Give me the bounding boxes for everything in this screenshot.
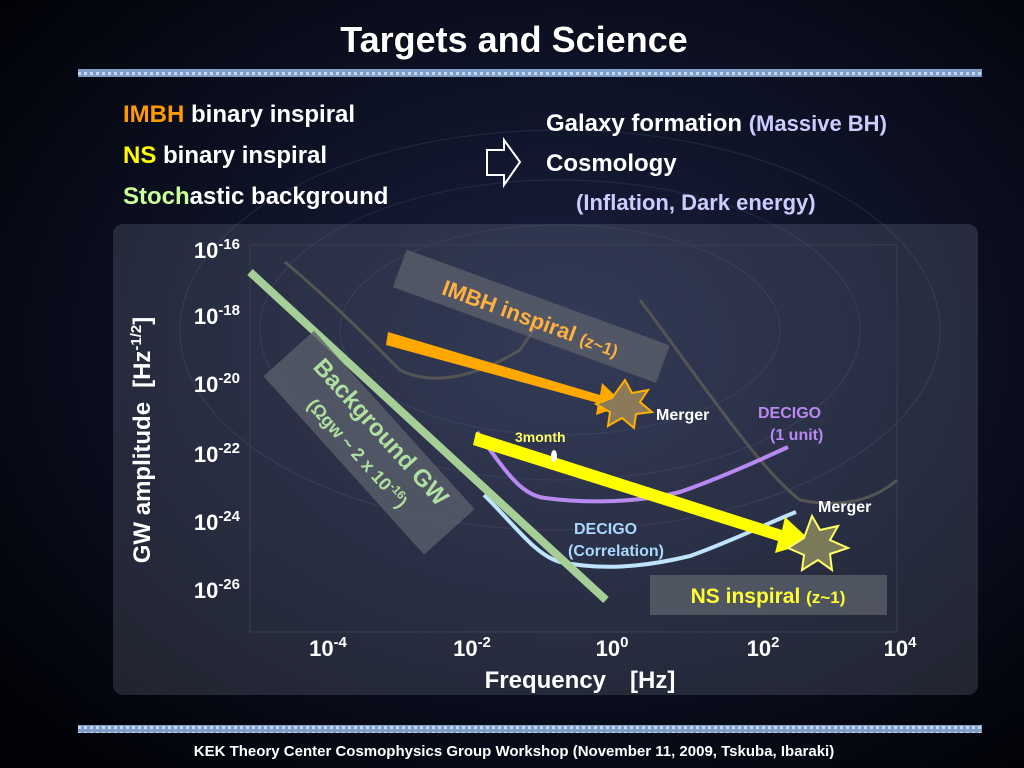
slide-title: Targets and Science: [340, 19, 687, 60]
ns-label: NS inspiral (z~1): [691, 585, 846, 608]
item-text: Galaxy formation: [546, 110, 742, 137]
month-marker: [551, 450, 557, 462]
tick-exponent: -22: [218, 440, 240, 457]
ns-arrow: [473, 432, 812, 553]
target-item: IMBH binary inspiral: [123, 101, 355, 128]
tick-exponent: 2: [771, 634, 779, 651]
label-exponent: -1/2: [128, 325, 145, 351]
decor-grid: [179, 129, 941, 531]
decigo-label: (1 unit): [770, 427, 823, 444]
tick-exponent: -24: [218, 508, 240, 525]
tick-base: 10: [194, 442, 218, 467]
tick-base: 10: [194, 510, 218, 535]
highlight: Stoch: [123, 183, 190, 210]
tick-base: 10: [194, 578, 218, 603]
item-text: binary inspiral: [156, 142, 327, 169]
tick-label: 10-18: [194, 302, 240, 329]
tick-base: 10: [884, 636, 908, 661]
divider: [78, 725, 982, 733]
y-axis-label: GW amplitude [Hz-1/2]: [128, 317, 156, 564]
science-item: (Inflation, Dark energy): [576, 190, 816, 215]
decigo-corr-curve: [482, 493, 797, 569]
decigo-unit-curve: [475, 430, 789, 504]
science-list: Galaxy formation (Massive BH) Cosmology …: [546, 110, 887, 215]
label-box: [263, 330, 475, 555]
label-box: [392, 249, 670, 383]
tick-base: 10: [747, 636, 771, 661]
tick-exponent: -26: [218, 576, 240, 593]
label-text: GW amplitude: [129, 402, 156, 563]
tick-base: 10: [194, 304, 218, 329]
tick-base: 10: [194, 238, 218, 263]
tick-exponent: 0: [620, 634, 628, 651]
label-text: Frequency: [485, 667, 607, 694]
tick-label: 10-24: [194, 508, 241, 535]
label-text: NS inspiral: [691, 585, 801, 608]
science-item: Cosmology: [546, 150, 677, 177]
highlight: NS: [123, 142, 156, 169]
tick-exponent: -20: [218, 370, 240, 387]
tick-label: 10-4: [309, 634, 347, 661]
background-line: [247, 269, 609, 603]
target-item: Stochastic background: [123, 183, 388, 210]
tick-base: 10: [194, 372, 218, 397]
tick-label: 100: [596, 634, 629, 661]
decigo-label: (Correlation): [568, 543, 664, 560]
arrow-icon: [486, 136, 522, 189]
tick-exponent: -16: [218, 236, 240, 253]
divider: [78, 69, 982, 77]
x-axis-label: Frequency [Hz]: [485, 667, 676, 694]
tick-label: 10-26: [194, 576, 240, 603]
highlight: IMBH: [123, 101, 184, 128]
item-text: binary inspiral: [184, 101, 355, 128]
label-box: [650, 575, 887, 615]
merger-label: Merger: [656, 407, 709, 424]
tick-label: 104: [884, 634, 917, 661]
tick-base: 10: [309, 636, 333, 661]
item-note: (Massive BH): [749, 111, 887, 136]
tick-label: 102: [747, 634, 780, 661]
label-note: (z~1): [806, 588, 845, 607]
month-label: 3month: [515, 429, 566, 445]
tick-label: 10-2: [453, 634, 491, 661]
decigo-label: DECIGO: [574, 521, 637, 538]
tick-base: 10: [596, 636, 620, 661]
target-item: NS binary inspiral: [123, 142, 327, 169]
tick-base: 10: [453, 636, 477, 661]
label-unit: [Hz: [129, 351, 156, 388]
tick-exponent: 4: [908, 634, 917, 651]
tick-label: 10-22: [194, 440, 240, 467]
target-list: IMBH binary inspiral NS binary inspiral …: [123, 101, 388, 210]
tick-exponent: -4: [334, 634, 348, 651]
merger-label: Merger: [818, 499, 871, 516]
decigo-label: DECIGO: [758, 405, 821, 422]
tick-exponent: -18: [218, 302, 240, 319]
tick-label: 10-20: [194, 370, 240, 397]
label-unit: ]: [129, 317, 156, 325]
imbh-arrow: [386, 332, 625, 415]
merger-burst: [785, 513, 851, 573]
tick-exponent: -2: [478, 634, 491, 651]
item-text: astic background: [190, 183, 389, 210]
footer: KEK Theory Center Cosmophysics Group Wor…: [194, 743, 834, 760]
merger-burst: [593, 378, 655, 430]
tick-label: 10-16: [194, 236, 240, 263]
science-item: Galaxy formation (Massive BH): [546, 110, 887, 137]
label-unit: [Hz]: [630, 667, 675, 694]
plot-frame: [249, 244, 898, 633]
